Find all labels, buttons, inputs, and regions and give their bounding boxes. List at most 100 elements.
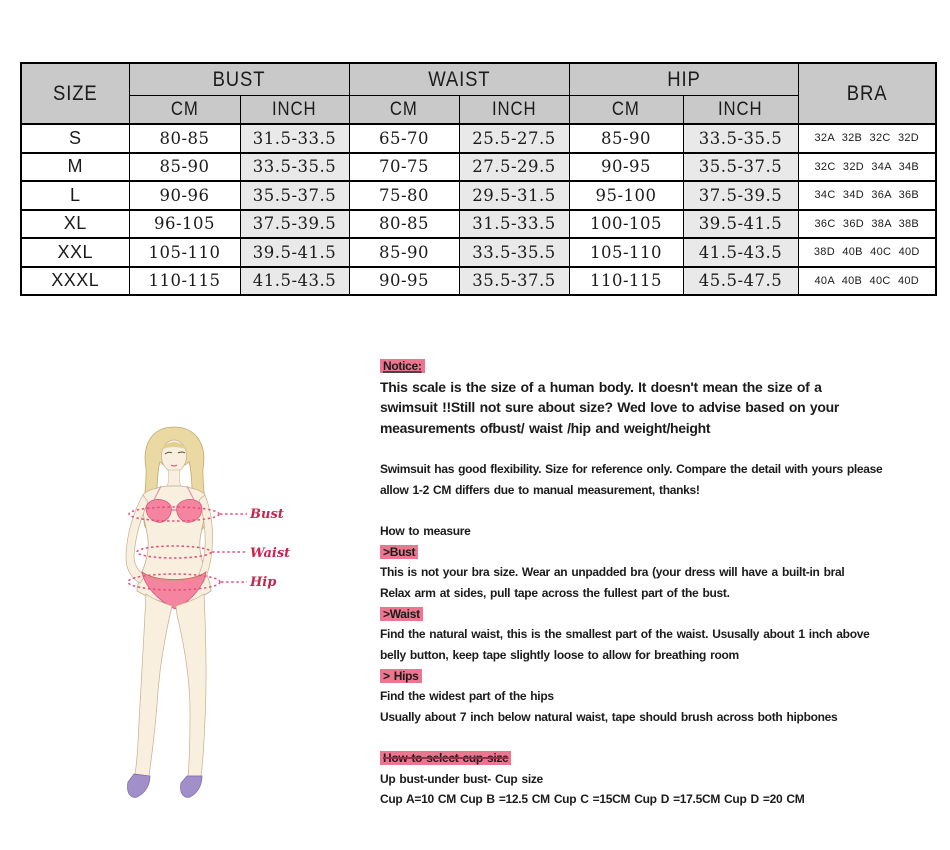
bust-inch-cell: 41.5-43.5 (239, 265, 350, 296)
notes-text-block: Notice: This scale is the size of a human… (380, 356, 935, 810)
bust-cm-cell: 110-115 (128, 265, 241, 296)
waist-inch-cell: 35.5-37.5 (458, 265, 570, 296)
text-line: > Hips (380, 666, 935, 687)
bra-cell: 32C 32D 34A 34B (797, 151, 937, 182)
text-line: belly button, keep tape slightly loose t… (380, 647, 739, 662)
hip-cm-cell: 90-95 (568, 151, 684, 182)
bust-cm-cell: 90-96 (128, 180, 241, 210)
text-line: This is not your bra size. Wear an unpad… (380, 565, 845, 580)
hip-cm-cell: 110-115 (568, 265, 684, 296)
size-cell: XXL (20, 237, 130, 267)
waist-inch-cell: 25.5-27.5 (458, 123, 570, 153)
table-row: M 85-90 33.5-35.5 70-75 27.5-29.5 90-95 35.5-3… (20, 151, 937, 182)
bust-cm-cell: 85-90 (128, 151, 241, 182)
waist-inch-cell: 33.5-35.5 (458, 237, 570, 267)
bra-cell: 40A 40B 40C 40D (797, 265, 937, 296)
text-line: >Bust (380, 542, 935, 563)
text-line: Relax arm at sides, pull tape across the… (380, 586, 730, 601)
bust-inch-cell: 37.5-39.5 (239, 208, 350, 239)
left-leg-shape (134, 593, 173, 777)
bra-header-label: BRA (846, 81, 888, 105)
text-line: swimsuit !!Still not sure about size? We… (380, 399, 840, 416)
subheader-waist-cm: CM (348, 95, 460, 125)
blank-line (380, 500, 935, 521)
highlighted-text: How to select cup size (380, 751, 512, 766)
text-line: Swimsuit has good flexibility. Size for … (380, 462, 883, 477)
waist-cm-cell: 75-80 (348, 180, 460, 210)
table-row: L 90-96 35.5-37.5 75-80 29.5-31.5 95-100 37.5-… (20, 180, 937, 210)
bust-cm-cell: 96-105 (128, 208, 241, 239)
size-cell: XL (20, 208, 130, 239)
bust-header-label: BUST (212, 67, 266, 91)
bust-cm-cell: 80-85 (128, 123, 241, 153)
bust-inch-cell: 35.5-37.5 (239, 180, 350, 210)
highlighted-text: >Waist (380, 606, 423, 621)
text-line: Find the natural waist, this is the smal… (380, 627, 870, 642)
subheader-bust-inch: INCH (239, 95, 350, 125)
waist-cm-cell: 85-90 (348, 237, 460, 267)
col-header-waist: WAIST (348, 62, 570, 96)
col-header-hip: HIP (568, 62, 799, 96)
hip-inch-cell: 33.5-35.5 (682, 123, 799, 153)
text-line: Up bust-under bust- Cup size (380, 771, 543, 786)
hip-cm-cell: 105-110 (568, 237, 684, 267)
subheader-hip-inch: INCH (682, 95, 799, 125)
text-line: Notice: (380, 356, 935, 377)
right-leg-shape (175, 593, 207, 777)
waist-inch-cell: 29.5-31.5 (458, 180, 570, 210)
left-shoe-shape (127, 773, 151, 798)
highlighted-text: >Bust (380, 544, 419, 559)
bikini-top-shape (145, 485, 203, 523)
size-cell: L (20, 180, 130, 210)
text-line: Usually about 7 inch below natural waist… (380, 709, 838, 724)
hip-measure-line (127, 573, 247, 591)
waist-cm-cell: 70-75 (348, 151, 460, 182)
bust-measure-line (128, 506, 247, 522)
waist-inch-cell: 31.5-33.5 (458, 208, 570, 239)
bust-inch-cell: 31.5-33.5 (239, 123, 350, 153)
text-line: Find the widest part of the hips (380, 689, 554, 704)
waist-inch-cell: 27.5-29.5 (458, 151, 570, 182)
text-line: allow 1-2 CM differs due to manual measu… (380, 482, 700, 497)
waist-cm-cell: 90-95 (348, 265, 460, 296)
table-row: XXXL 110-115 41.5-43.5 90-95 35.5-37.5 110-11… (20, 265, 937, 296)
highlighted-text: > Hips (380, 668, 422, 683)
table-row: XL 96-105 37.5-39.5 80-85 31.5-33.5 100-105 39… (20, 208, 937, 239)
hip-cm-cell: 85-90 (568, 123, 684, 153)
col-header-size: SIZE (20, 62, 130, 125)
waist-cm-cell: 65-70 (348, 123, 460, 153)
text-line: How to measure (380, 524, 471, 539)
hip-header-label: HIP (666, 67, 701, 91)
hip-inch-cell: 35.5-37.5 (682, 151, 799, 182)
hip-inch-cell: 37.5-39.5 (682, 180, 799, 210)
text-line: measurements ofbust/ waist /hip and weig… (380, 419, 711, 436)
size-cell: S (20, 123, 130, 153)
col-header-bra: BRA (797, 62, 937, 125)
text-line: >Waist (380, 604, 935, 625)
size-cell: M (20, 151, 130, 182)
figure-illustration: Bust Waist Hip (125, 426, 290, 798)
bust-inch-cell: 39.5-41.5 (239, 237, 350, 267)
bust-inch-cell: 33.5-35.5 (239, 151, 350, 182)
right-shoe-shape (180, 775, 203, 798)
size-header-label: SIZE (52, 81, 98, 105)
hip-cm-cell: 95-100 (568, 180, 684, 210)
waist-measure-line (136, 545, 247, 559)
bust-label: Bust (249, 507, 284, 522)
bra-cell: 38D 40B 40C 40D (797, 237, 937, 267)
text-line: How to select cup size (380, 748, 935, 769)
hip-inch-cell: 39.5-41.5 (682, 208, 799, 239)
bra-cell: 34C 34D 36A 36B (797, 180, 937, 210)
subheader-waist-inch: INCH (458, 95, 570, 125)
hip-inch-cell: 41.5-43.5 (682, 237, 799, 267)
subheader-bust-cm: CM (128, 95, 241, 125)
hip-cm-cell: 100-105 (568, 208, 684, 239)
neck-shape (166, 469, 182, 487)
bra-cell: 32A 32B 32C 32D (797, 123, 937, 153)
left-arm-shape (125, 494, 149, 584)
subheader-hip-cm: CM (568, 95, 684, 125)
text-line: Cup A=10 CM Cup B =12.5 CM Cup C =15CM C… (380, 792, 805, 807)
text-line: This scale is the size of a human body. … (380, 378, 822, 395)
size-table-body: S 80-85 31.5-33.5 65-70 25.5-27.5 85-90 33.5-3… (20, 123, 937, 296)
